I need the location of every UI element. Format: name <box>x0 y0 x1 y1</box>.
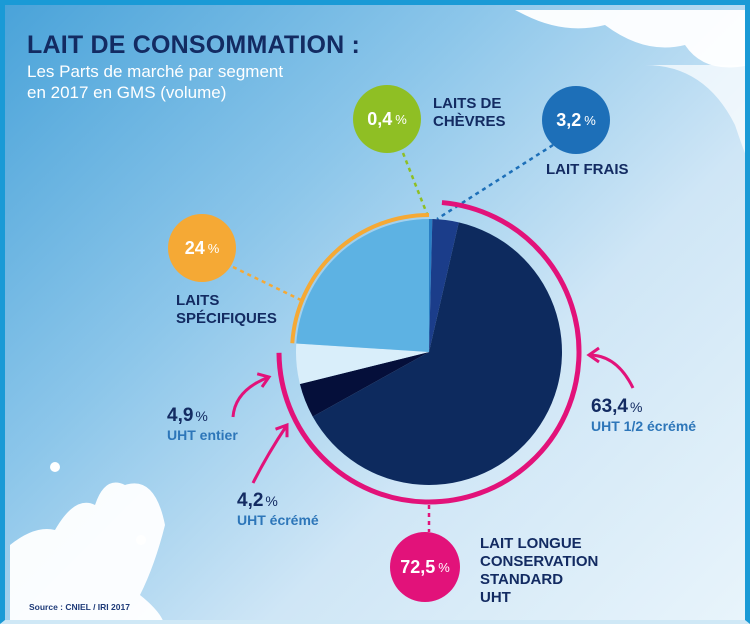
value-laits-chevres: 0,4 <box>367 108 393 129</box>
leader-line-lait-frais <box>436 143 554 221</box>
value-uht-entier: 4,9% <box>167 405 208 427</box>
arrow-uht-ecreme-head-icon <box>275 422 289 438</box>
arrow-uht-ecreme <box>251 424 289 484</box>
pie-slice-laits-de-ch-vres <box>429 219 433 352</box>
value-number: 63,4 <box>591 396 628 417</box>
value-lait-longue-conservation: 72,5 <box>400 556 436 577</box>
subtitle-line-2: en 2017 en GMS (volume) <box>27 83 227 102</box>
label-line: CHÈVRES <box>433 113 506 130</box>
pct-sign: % <box>195 408 208 424</box>
arrow-uht-entier-head-icon <box>256 372 272 388</box>
bubble-laits-chevres: 0,4% <box>353 85 421 153</box>
leader-line-laits-chevres <box>401 152 431 220</box>
label-uht-entier: UHT entier <box>167 427 238 443</box>
pct-sign: % <box>265 493 278 509</box>
pie-slice-uht-entier <box>296 343 429 385</box>
label-lait-longue-conservation: LAIT LONGUE CONSERVATION STANDARD UHT <box>480 535 598 607</box>
bubble-laits-specifiques: 24% <box>168 214 236 282</box>
label-uht-ecreme: UHT écrémé <box>237 512 319 528</box>
value-uht-ecreme: 4,2% <box>237 490 278 512</box>
chart-subtitle: Les Parts de marché par segment en 2017 … <box>27 61 347 103</box>
subtitle-line-1: Les Parts de marché par segment <box>27 62 284 81</box>
pct-sign: % <box>584 112 596 128</box>
milk-splash-right <box>645 65 745 154</box>
label-line: LAITS <box>176 292 220 309</box>
milk-splash-top-right <box>515 10 745 68</box>
source-note: Source : CNIEL / IRI 2017 <box>29 602 130 612</box>
milk-splash-bottom-left <box>10 482 165 620</box>
label-uht-demi-ecreme: UHT 1/2 écrémé <box>591 418 697 434</box>
value-lait-frais: 3,2 <box>556 109 582 130</box>
value-laits-specifiques: 24 <box>184 237 205 258</box>
milk-splash-decoration <box>10 10 745 620</box>
label-laits-specifiques: LAITS SPÉCIFIQUES <box>176 292 277 328</box>
arrow-uht-demi-ecreme-head-icon <box>586 346 600 364</box>
label-line: LAITS DE <box>433 95 502 112</box>
value-number: 4,2 <box>237 490 264 511</box>
label-line: CONSERVATION <box>480 553 599 570</box>
label-line: SPÉCIFIQUES <box>176 310 277 327</box>
pie-slice-laits-sp-cifiques <box>296 219 429 352</box>
pie-slice-lait-frais <box>429 219 459 352</box>
group-ring-lait-longue-conservation-standard-uht <box>276 200 582 505</box>
label-line: UHT <box>480 589 511 606</box>
value-uht-demi-ecreme: 63,4% <box>591 396 642 418</box>
pie-slice-uht-1-2-cr-m- <box>312 222 563 485</box>
value-number: 4,9 <box>167 405 194 426</box>
pct-sign: % <box>438 559 450 575</box>
group-ring-laits-sp-cifiques <box>290 213 430 344</box>
milk-drop <box>136 535 146 545</box>
arrow-uht-entier <box>231 375 270 418</box>
label-lait-frais: LAIT FRAIS <box>546 161 629 178</box>
pie-chart <box>231 143 635 532</box>
bubble-lait-longue-conservation: 72,5% <box>390 532 460 602</box>
leader-line-laits-specifiques <box>232 265 306 304</box>
label-line: STANDARD <box>480 571 564 588</box>
arrowhead-icon <box>256 372 272 388</box>
pct-sign: % <box>395 111 407 127</box>
arrowhead-icon <box>275 422 289 438</box>
bubble-lait-frais: 3,2% <box>542 86 610 154</box>
milk-drop <box>50 462 60 472</box>
pct-sign: % <box>629 399 643 415</box>
pct-sign: % <box>207 240 220 256</box>
arrow-uht-demi-ecreme <box>588 353 635 389</box>
pie-slice-uht-cr-m- <box>299 352 429 417</box>
arrowhead-icon <box>586 346 600 364</box>
label-laits-chevres: LAITS DE CHÈVRES <box>433 95 506 131</box>
label-line: LAIT LONGUE <box>480 535 582 552</box>
chart-title: LAIT DE CONSOMMATION : <box>27 31 361 59</box>
